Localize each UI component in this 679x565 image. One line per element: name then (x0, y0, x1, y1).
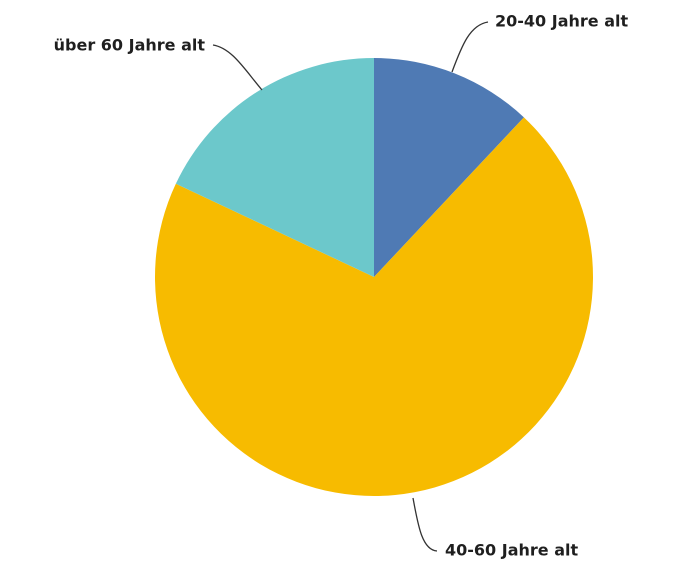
slice-label: über 60 Jahre alt (54, 36, 206, 55)
leader-line (212, 44, 263, 91)
pie-slice (374, 58, 524, 277)
leader-line (451, 21, 489, 73)
pie-slice (175, 57, 374, 277)
leader-line (412, 497, 438, 552)
pie-slice (155, 117, 593, 496)
slice-label: 20-40 Jahre alt (495, 12, 628, 31)
slice-label: 40-60 Jahre alt (445, 541, 578, 560)
